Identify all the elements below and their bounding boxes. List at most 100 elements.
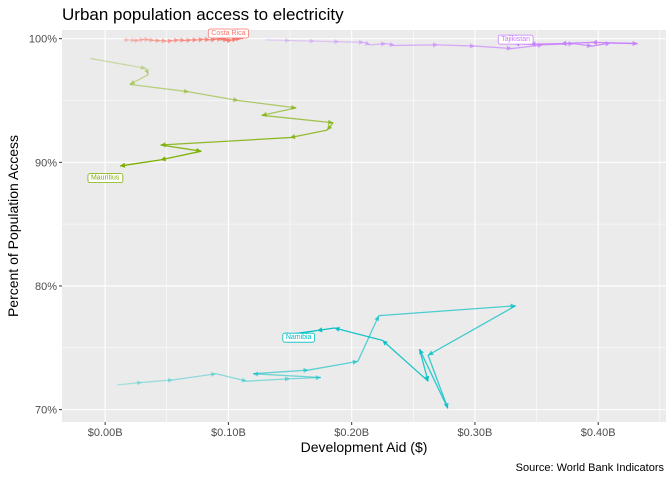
label-box	[207, 28, 250, 39]
x-axis-ticks: $0.00B $0.10B $0.20B $0.30B $0.40B	[88, 422, 616, 439]
plot-panel	[62, 30, 666, 422]
arrowhead	[144, 36, 150, 42]
series-label: Tajikistan	[501, 36, 530, 43]
arrowhead	[134, 38, 140, 44]
trajectory-segment	[129, 83, 190, 93]
label-box	[87, 173, 124, 184]
trajectory-segment	[561, 41, 593, 45]
trajectory-segment	[290, 39, 315, 42]
arrowhead	[364, 40, 371, 46]
arrowhead	[432, 42, 438, 48]
arrowhead	[506, 45, 512, 51]
series-labels: Costa Rica Tajikistan Mauritius Namibia	[87, 28, 534, 343]
trajectory-segment	[160, 136, 291, 146]
trajectory-segment	[418, 348, 429, 382]
arrowhead	[210, 37, 217, 43]
trajectory-segment	[334, 327, 383, 342]
x-tick-label: $0.10B	[211, 427, 246, 439]
arrowhead	[309, 38, 315, 44]
series-tajikistan	[265, 37, 638, 51]
label-box	[497, 34, 534, 45]
arrowhead	[352, 359, 358, 365]
trajectory-segment	[117, 381, 143, 386]
trajectory-segment	[378, 305, 516, 317]
trajectory-segment	[592, 41, 638, 45]
trajectory-segment	[160, 144, 202, 152]
trajectory-segment	[246, 378, 291, 382]
trajectory-segment	[215, 373, 248, 382]
trajectory-segment	[474, 45, 512, 50]
trajectory-segment	[160, 150, 202, 161]
trajectory-segment	[253, 369, 309, 375]
x-tick-label: $0.00B	[88, 427, 123, 439]
trajectory-segment	[357, 315, 380, 362]
arrowhead	[530, 41, 536, 47]
arrowhead	[334, 39, 340, 45]
arrowhead	[317, 327, 323, 333]
series-label: Costa Rica	[211, 30, 245, 37]
trajectory-segment	[363, 41, 371, 46]
chart-title: Urban population access to electricity	[62, 5, 344, 24]
trajectory-segment	[427, 354, 449, 409]
trajectory-segment	[382, 339, 429, 382]
series-layer	[90, 34, 638, 409]
series-label: Mauritius	[91, 175, 120, 182]
arrowhead	[161, 38, 167, 44]
label-costa-rica: Costa Rica	[207, 28, 250, 39]
arrowhead	[173, 37, 180, 43]
y-axis-ticks: 70% 80% 90% 100%	[29, 34, 62, 417]
y-tick-label: 90%	[35, 157, 57, 169]
trajectory-segment	[142, 379, 173, 384]
arrowhead	[303, 367, 309, 373]
y-axis-title: Percent of Population Access	[5, 135, 21, 317]
arrowhead	[129, 79, 136, 85]
arrowhead	[381, 41, 387, 47]
chart-caption: Source: World Bank Indicators	[516, 462, 665, 474]
trajectory-segment	[261, 107, 297, 116]
arrowhead	[226, 38, 233, 44]
x-tick-label: $0.20B	[334, 427, 369, 439]
arrowhead	[327, 124, 333, 131]
trajectory-segment	[265, 39, 291, 42]
y-tick-label: 100%	[29, 34, 57, 46]
arrowhead	[119, 162, 126, 168]
arrowhead	[327, 119, 334, 125]
arrowhead	[424, 375, 430, 382]
arrowhead	[284, 37, 291, 43]
arrowhead	[382, 340, 388, 346]
arrowhead	[198, 37, 204, 43]
trajectory-segment	[135, 39, 140, 42]
trajectory-segment	[308, 360, 358, 371]
arrowhead	[232, 97, 239, 103]
arrowhead	[586, 42, 593, 48]
y-tick-label: 70%	[35, 405, 57, 417]
arrowhead	[183, 88, 189, 94]
arrowhead	[469, 43, 475, 49]
trajectory-segment	[314, 40, 340, 43]
arrowhead	[130, 37, 136, 43]
label-box	[282, 332, 316, 343]
arrowhead	[136, 380, 143, 386]
arrowhead	[204, 36, 210, 42]
arrowhead	[124, 37, 130, 43]
arrowhead	[231, 37, 238, 43]
arrowhead	[180, 37, 186, 43]
label-tajikistan: Tajikistan	[497, 34, 534, 45]
series-mauritius	[90, 57, 334, 168]
trajectory-segment	[339, 41, 365, 44]
trajectory-segment	[90, 57, 146, 69]
arrowhead	[160, 156, 167, 162]
x-axis-title: Development Aid ($)	[301, 439, 428, 455]
trajectory-segment	[119, 159, 161, 167]
trajectory-segment	[418, 348, 449, 409]
arrowhead	[167, 38, 173, 44]
arrowhead	[210, 371, 217, 378]
arrowhead	[358, 39, 364, 45]
trajectory-segment	[129, 39, 137, 42]
trajectory-segment	[370, 42, 387, 46]
trajectory-segment	[261, 114, 334, 124]
x-tick-label: $0.40B	[581, 427, 616, 439]
trajectory-segment	[530, 42, 562, 45]
arrowhead	[167, 377, 173, 383]
